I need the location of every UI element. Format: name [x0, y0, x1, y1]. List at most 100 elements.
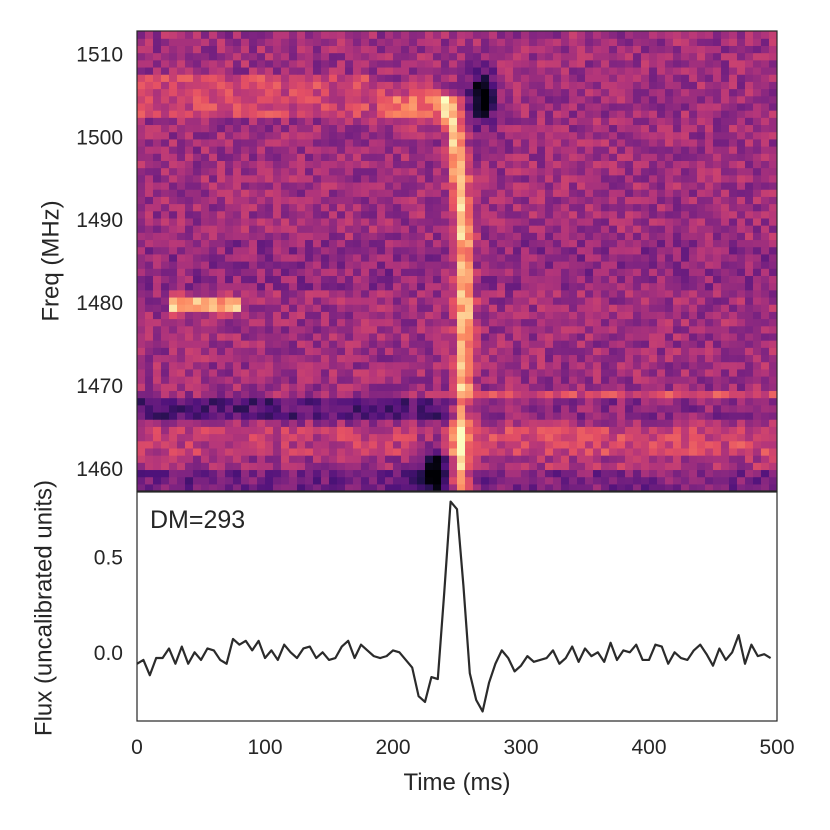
- heatmap-cell: [617, 318, 626, 327]
- heatmap-cell: [713, 81, 722, 90]
- heatmap-cell: [361, 88, 370, 97]
- heatmap-cell: [633, 146, 642, 154]
- heatmap-cell: [505, 404, 514, 413]
- heatmap-cell: [713, 203, 722, 212]
- heatmap-cell: [473, 174, 482, 183]
- heatmap-cell: [697, 146, 706, 154]
- heatmap-cell: [377, 167, 386, 176]
- heatmap-cell: [217, 246, 226, 255]
- heatmap-cell: [561, 332, 570, 341]
- heatmap-cell: [441, 160, 450, 169]
- heatmap-cell: [313, 469, 322, 478]
- heatmap-cell: [753, 325, 762, 334]
- heatmap-cell: [177, 455, 186, 463]
- heatmap-cell: [753, 332, 762, 341]
- heatmap-cell: [369, 102, 378, 111]
- heatmap-cell: [585, 239, 594, 248]
- heatmap-cell: [177, 167, 186, 176]
- heatmap-cell: [193, 419, 202, 427]
- heatmap-cell: [753, 419, 762, 427]
- heatmap-cell: [745, 146, 754, 154]
- heatmap-cell: [513, 45, 522, 54]
- heatmap-cell: [545, 225, 554, 233]
- heatmap-cell: [721, 368, 730, 377]
- heatmap-cell: [537, 440, 546, 449]
- heatmap-cell: [233, 289, 242, 298]
- heatmap-cell: [601, 81, 610, 90]
- heatmap-cell: [521, 81, 530, 90]
- heatmap-cell: [689, 268, 698, 276]
- heatmap-cell: [497, 52, 506, 61]
- heatmap-cell: [273, 361, 282, 370]
- heatmap-cell: [225, 232, 234, 241]
- heatmap-cell: [169, 376, 178, 384]
- heatmap-cell: [769, 146, 777, 154]
- heatmap-cell: [721, 181, 730, 190]
- heatmap-cell: [521, 476, 530, 485]
- heatmap-cell: [177, 340, 186, 348]
- heatmap-cell: [433, 38, 442, 46]
- heatmap-cell: [361, 174, 370, 183]
- heatmap-cell: [433, 455, 442, 463]
- heatmap-cell: [561, 347, 570, 356]
- heatmap-cell: [665, 318, 674, 327]
- heatmap-cell: [201, 404, 210, 413]
- heatmap-cell: [649, 361, 658, 370]
- heatmap-cell: [369, 390, 378, 399]
- heatmap-cell: [137, 261, 146, 269]
- heatmap-cell: [553, 52, 562, 61]
- heatmap-cell: [265, 66, 274, 75]
- heatmap-cell: [761, 332, 770, 341]
- heatmap-cell: [481, 390, 490, 399]
- heatmap-cell: [641, 203, 650, 212]
- heatmap-cell: [505, 455, 514, 463]
- heatmap-cell: [153, 469, 162, 478]
- heatmap-cell: [561, 289, 570, 298]
- heatmap-cell: [169, 45, 178, 54]
- heatmap-cell: [393, 189, 402, 197]
- heatmap-cell: [217, 455, 226, 463]
- heatmap-cell: [177, 483, 186, 491]
- heatmap-cell: [505, 376, 514, 384]
- heatmap-cell: [481, 246, 490, 255]
- heatmap-cell: [473, 483, 482, 491]
- heatmap-cell: [521, 455, 530, 463]
- heatmap-cell: [273, 397, 282, 406]
- heatmap-cell: [705, 268, 714, 276]
- heatmap-cell: [705, 217, 714, 226]
- heatmap-cell: [457, 253, 466, 262]
- heatmap-cell: [137, 390, 146, 399]
- heatmap-cell: [241, 210, 250, 219]
- heatmap-cell: [265, 102, 274, 111]
- heatmap-cell: [465, 88, 474, 97]
- heatmap-cell: [361, 433, 370, 442]
- heatmap-cell: [265, 124, 274, 133]
- heatmap-cell: [673, 361, 682, 370]
- heatmap-cell: [385, 455, 394, 463]
- heatmap-cell: [713, 354, 722, 363]
- heatmap-cell: [209, 275, 218, 284]
- heatmap-cell: [673, 131, 682, 140]
- heatmap-cell: [665, 325, 674, 334]
- heatmap-cell: [209, 332, 218, 341]
- heatmap-cell: [321, 95, 330, 104]
- heatmap-cell: [737, 66, 746, 75]
- heatmap-cell: [465, 411, 474, 420]
- heatmap-cell: [561, 138, 570, 147]
- heatmap-cell: [137, 239, 146, 248]
- heatmap-cell: [321, 110, 330, 118]
- heatmap-cell: [745, 332, 754, 341]
- heatmap-cell: [249, 160, 258, 169]
- heatmap-cell: [377, 210, 386, 219]
- heatmap-cell: [265, 340, 274, 348]
- heatmap-cell: [761, 268, 770, 276]
- heatmap-cell: [609, 476, 618, 485]
- heatmap-cell: [161, 361, 170, 370]
- heatmap-cell: [145, 203, 154, 212]
- heatmap-cell: [561, 110, 570, 118]
- heatmap-cell: [425, 74, 434, 82]
- heatmap-cell: [593, 304, 602, 312]
- heatmap-cell: [553, 167, 562, 176]
- heatmap-cell: [697, 110, 706, 118]
- heatmap-cell: [681, 275, 690, 284]
